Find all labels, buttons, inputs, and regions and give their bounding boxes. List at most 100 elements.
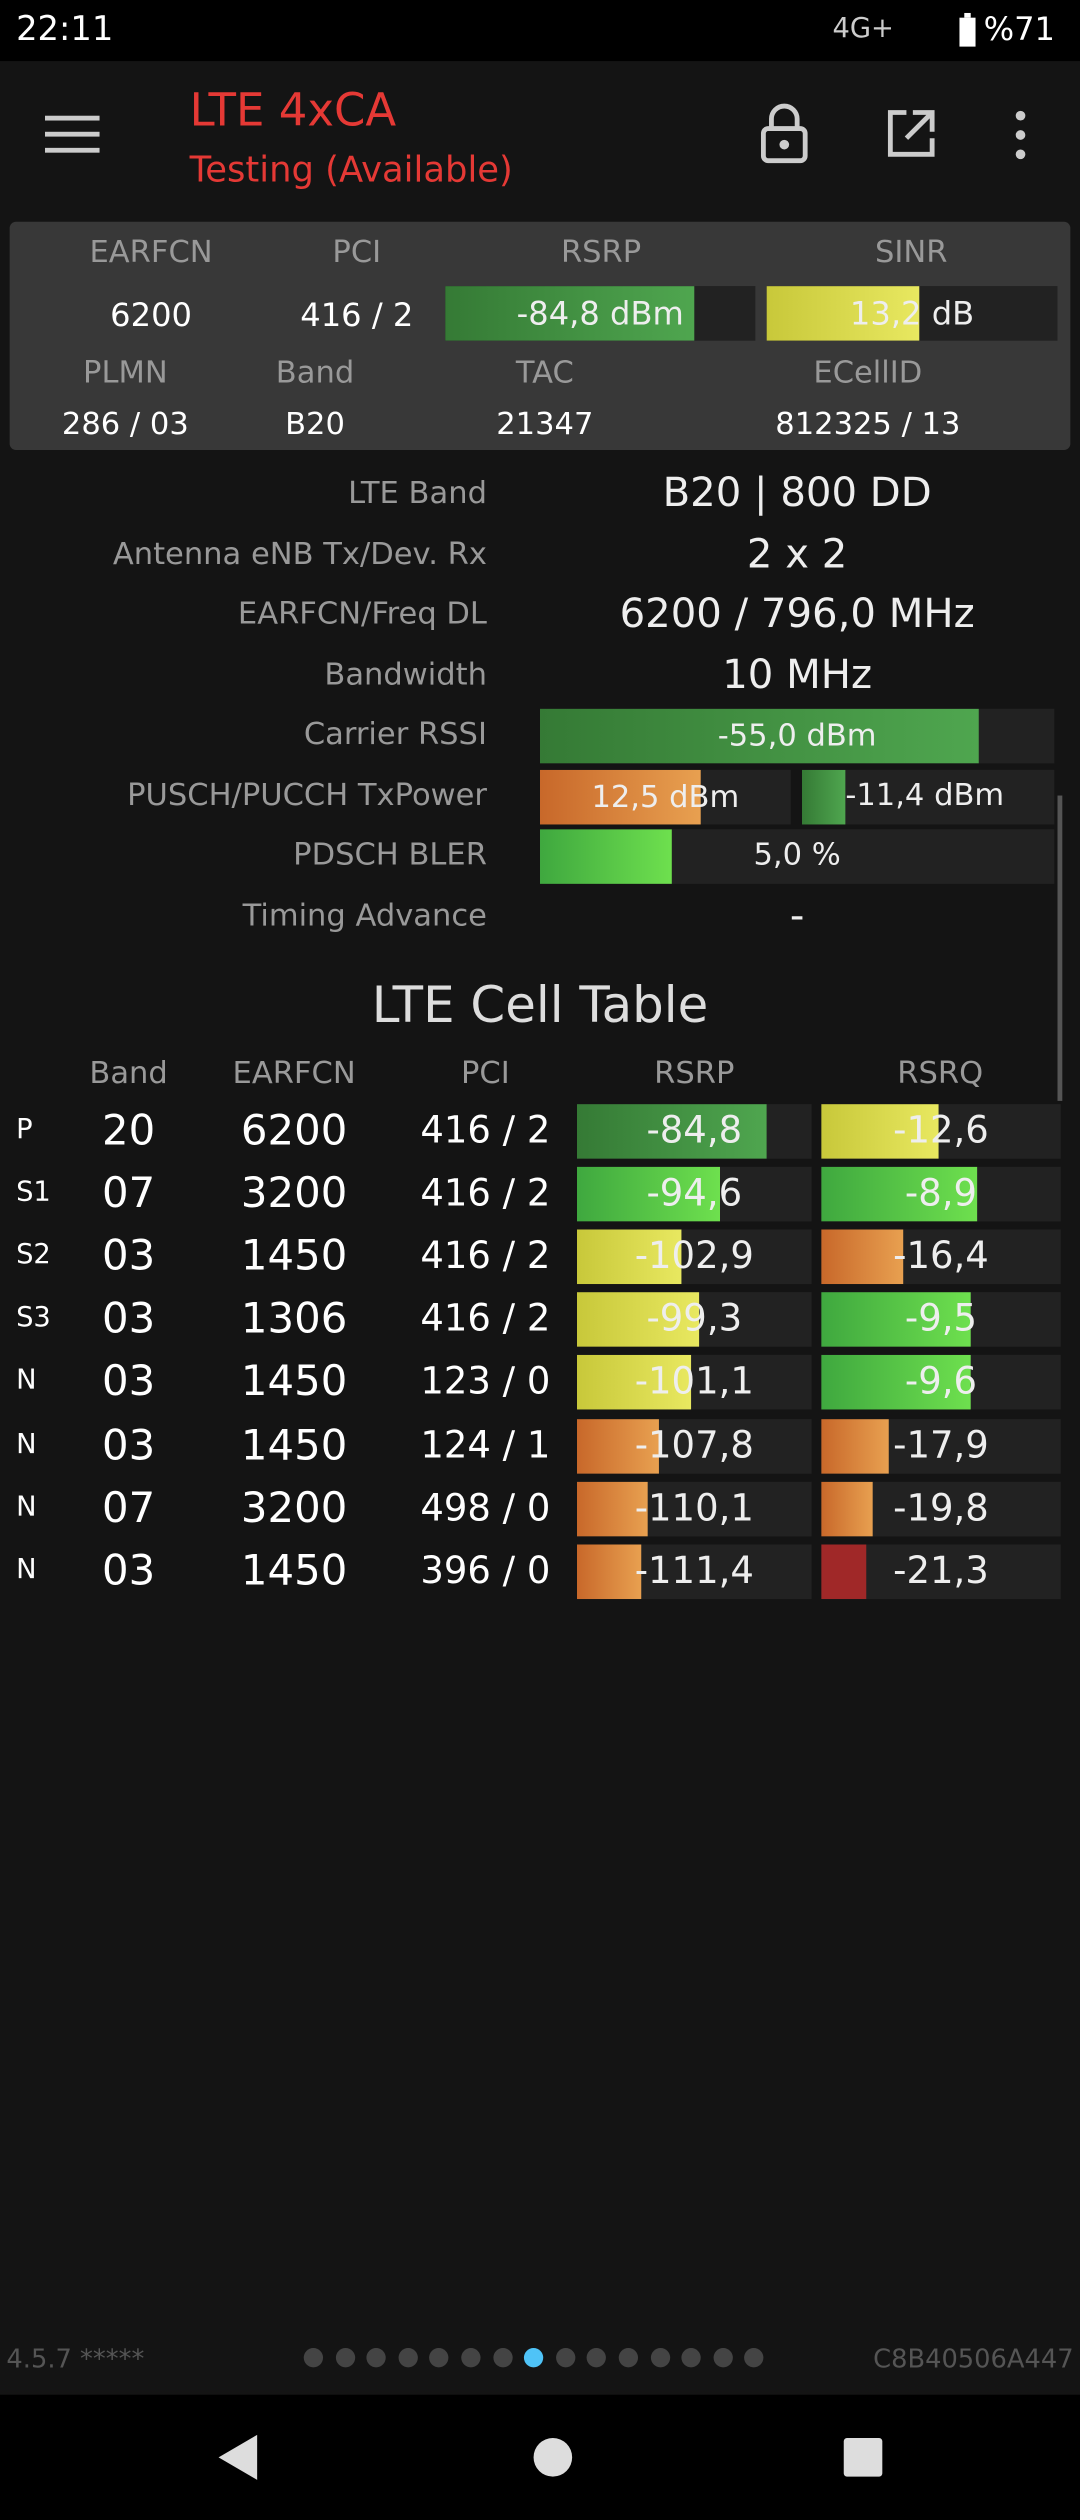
summary-value: 21347	[496, 406, 594, 442]
bar-text: -84,8 dBm	[516, 294, 684, 333]
bar-text: -17,9	[893, 1424, 989, 1467]
summary-value: 416 / 2	[300, 295, 414, 335]
rsrq-bar: -12,6	[821, 1104, 1061, 1159]
bar-text: -21,3	[893, 1550, 989, 1593]
cell-band: 03	[101, 1421, 156, 1470]
battery: %71	[983, 9, 1056, 49]
page-dot	[524, 2348, 544, 2368]
detail-value: -11,4 dBm	[845, 777, 1005, 813]
bar-fill	[576, 1481, 648, 1536]
time: 22:11	[16, 9, 114, 49]
rsrq-bar: -9,5	[821, 1292, 1061, 1348]
pucch-bar	[801, 769, 1055, 824]
bar-text: -8,9	[904, 1173, 978, 1216]
summary-value: 286 / 03	[61, 406, 189, 442]
rsrp-bar: -111,4	[576, 1543, 812, 1599]
table-title: LTE Cell Table	[371, 977, 709, 1035]
bar-fill	[539, 708, 979, 764]
status-bar	[0, 0, 1080, 62]
lock-button[interactable]	[759, 103, 810, 164]
cell-band: 03	[101, 1232, 156, 1282]
page-dot	[429, 2348, 450, 2368]
pusch-bar: 12,5 dBm	[539, 769, 791, 824]
rsrq-bar: -16,4	[821, 1229, 1061, 1285]
column-header: Band	[89, 1055, 168, 1092]
summary-label: ECellID	[813, 355, 923, 391]
summary-label: EARFCN	[89, 234, 213, 270]
bar-fill	[539, 829, 672, 884]
bar-text: -55,0 dBm	[717, 718, 877, 754]
bar-fill	[821, 1104, 939, 1159]
detail-value: 6200 / 796,0 MHz	[619, 589, 975, 637]
cell-pci: 396 / 0	[420, 1550, 551, 1593]
more-button[interactable]	[1012, 109, 1028, 160]
cell-earfcn: 1450	[240, 1358, 348, 1407]
bar-fill	[576, 1229, 682, 1285]
cell-earfcn: 1450	[240, 1547, 348, 1596]
bar-fill	[576, 1418, 659, 1473]
summary-value: B20	[285, 406, 345, 442]
column-header: PCI	[460, 1055, 510, 1092]
detail-label: Carrier RSSI	[303, 716, 487, 753]
cell-earfcn: 1450	[240, 1421, 348, 1470]
export-button[interactable]	[884, 106, 939, 161]
bar-text: -110,1	[634, 1487, 754, 1530]
menu-button[interactable]	[44, 112, 100, 157]
rsrp-bar: -107,8	[576, 1418, 812, 1473]
page-dot	[618, 2348, 639, 2368]
bar-text: -102,9	[634, 1236, 754, 1278]
cell-earfcn: 1450	[240, 1232, 348, 1282]
cell-earfcn: 6200	[240, 1107, 348, 1156]
summary-label: RSRP	[560, 234, 642, 270]
summary-value: 812325 / 13	[775, 406, 961, 442]
bar-fill	[821, 1229, 904, 1285]
rsrp-bar: -101,1	[576, 1355, 812, 1411]
bar-fill	[539, 769, 701, 824]
rsrp-bar: -94,6	[576, 1166, 812, 1222]
detail-label: LTE Band	[348, 475, 487, 512]
bar-text: -107,8	[634, 1424, 754, 1467]
bar-text: -101,1	[634, 1361, 754, 1404]
summary-label: PCI	[332, 234, 382, 270]
rssi-bar: -55,0 dBm	[539, 708, 1055, 764]
rsrq-bar: -19,8	[821, 1481, 1061, 1536]
summary-label: SINR	[875, 234, 948, 270]
version: 4.5.7 *****	[6, 2343, 145, 2374]
bar-text: -19,8	[893, 1487, 989, 1530]
bar-text: -111,4	[634, 1550, 754, 1593]
column-header: RSRP	[654, 1055, 735, 1092]
scrollbar	[1057, 795, 1063, 1101]
detail-label: Antenna eNB Tx/Dev. Rx	[112, 535, 487, 572]
bar-text: 12,5 dBm	[591, 778, 740, 815]
bar-fill	[576, 1355, 692, 1411]
bar-fill	[821, 1292, 971, 1348]
cell-band: 03	[101, 1358, 156, 1407]
rsrq-bar: -17,9	[821, 1418, 1061, 1473]
bar-fill	[576, 1292, 700, 1348]
rsrp-bar: -102,9	[576, 1229, 812, 1285]
bar-text: -9,5	[904, 1299, 978, 1341]
title: LTE 4xCA	[189, 83, 397, 137]
subtitle: Testing (Available)	[189, 151, 513, 192]
cell-band: 20	[101, 1107, 156, 1156]
cell-band: 03	[101, 1547, 156, 1596]
bar-fill	[766, 286, 920, 341]
cell-earfcn: 1306	[240, 1295, 348, 1345]
rsrq-bar: -9,6	[821, 1355, 1061, 1411]
bar-text: -16,4	[893, 1236, 989, 1278]
bar-fill	[576, 1543, 642, 1599]
rsrq-bar: -8,9	[821, 1166, 1061, 1222]
cell-type: N	[16, 1365, 37, 1398]
page-dot	[398, 2348, 418, 2368]
network: 4G+	[832, 12, 894, 45]
cell-type: S1	[16, 1176, 51, 1209]
bar-fill	[821, 1543, 867, 1599]
rsrp-bar: -84,8 dBm	[445, 286, 756, 341]
page-dot	[744, 2348, 765, 2368]
detail-label: Timing Advance	[242, 897, 487, 933]
page-dot	[587, 2348, 607, 2368]
page-dot	[366, 2348, 387, 2368]
page-dot	[681, 2348, 702, 2368]
